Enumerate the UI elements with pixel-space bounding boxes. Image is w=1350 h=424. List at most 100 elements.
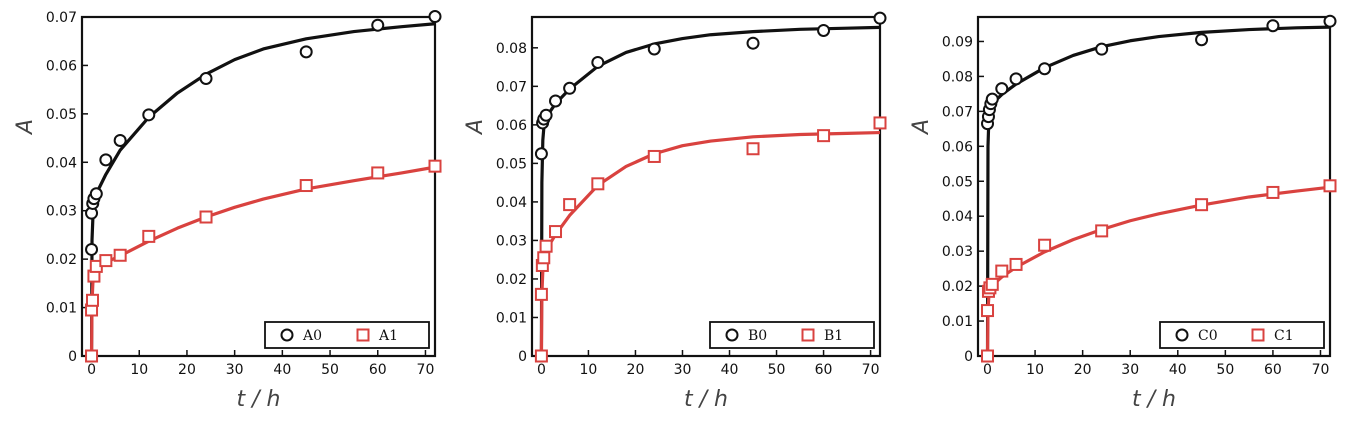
data-point-A0 (142, 108, 156, 122)
data-point-C0 (1323, 14, 1337, 28)
data-point-B1 (534, 349, 548, 363)
legend-label-C1: C1 (1274, 328, 1294, 344)
x-tick-label: 60 (815, 362, 833, 378)
data-point-C1 (985, 277, 999, 291)
data-point-A1 (85, 349, 99, 363)
data-point-B0 (563, 81, 577, 95)
data-point-A0 (199, 72, 213, 86)
chart-panel-2: 0 10 20 30 40 50 60 70 0 0.01 0.02 0.03 0.04 0.05 0.06… (463, 11, 887, 412)
data-point-A0 (113, 133, 127, 147)
data-point-A1 (99, 254, 113, 268)
data-point-B1 (537, 251, 551, 265)
y-tick-label: 0.03 (46, 204, 77, 220)
y-tick-label: 0.01 (46, 301, 77, 317)
y-tick-label: 0.08 (496, 41, 527, 57)
chart-panel-3: 0 10 20 30 40 50 60 70 0 0.01 0.02 0.03 0.04 0.05 0.06… (909, 14, 1337, 412)
data-point-C1 (1266, 185, 1280, 199)
x-tick-label: 50 (1216, 362, 1234, 378)
data-point-B1 (746, 142, 760, 156)
y-tick-label: 0.01 (496, 310, 527, 326)
data-point-A0 (99, 153, 113, 167)
data-point-B0 (873, 11, 887, 25)
x-tick-label: 60 (1264, 362, 1282, 378)
y-tick-label: 0 (518, 349, 527, 365)
data-point-B1 (817, 129, 831, 143)
y-tick-label: 0.05 (942, 174, 973, 190)
x-tick-label: 10 (1026, 362, 1044, 378)
y-tick-label: 0 (964, 349, 973, 365)
data-point-A1 (428, 159, 442, 173)
y-tick-label: 0.07 (46, 10, 77, 26)
data-point-A0 (85, 242, 99, 256)
data-point-C0 (1266, 19, 1280, 33)
x-axis-title: t / h (237, 387, 281, 412)
data-point-A1 (113, 248, 127, 262)
data-point-C1 (1095, 224, 1109, 238)
x-tick-label: 30 (226, 362, 244, 378)
data-point-C0 (1038, 62, 1052, 76)
data-point-C1 (981, 304, 995, 318)
y-tick-label: 0.01 (942, 314, 973, 330)
data-point-B0 (647, 42, 661, 56)
x-tick-label: 10 (130, 362, 148, 378)
fit-line-A0 (89, 22, 436, 357)
legend-label-A0: A0 (302, 328, 322, 344)
fit-line-B0 (539, 25, 881, 357)
data-point-C1 (981, 349, 995, 363)
x-tick-label: 30 (1121, 362, 1139, 378)
data-point-A0 (299, 45, 313, 59)
data-point-C1 (1038, 238, 1052, 252)
data-point-A1 (199, 210, 213, 224)
x-tick-label: 40 (1169, 362, 1187, 378)
data-point-B0 (817, 23, 831, 37)
data-point-C1 (1323, 179, 1337, 193)
legend-marker-A0 (280, 328, 294, 342)
data-point-C0 (1095, 42, 1109, 56)
x-tick-label: 50 (321, 362, 339, 378)
y-tick-label: 0.06 (942, 139, 973, 155)
x-tick-label: 70 (862, 362, 880, 378)
data-point-A1 (142, 229, 156, 243)
data-point-C0 (1009, 72, 1023, 86)
y-tick-label: 0.04 (46, 155, 77, 171)
y-tick-label: 0.02 (942, 279, 973, 295)
data-point-A0 (371, 18, 385, 32)
x-tick-label: 0 (983, 362, 992, 378)
y-tick-label: 0.07 (942, 104, 973, 120)
y-tick-label: 0.05 (46, 107, 77, 123)
data-point-A0 (428, 10, 442, 24)
data-point-B0 (591, 55, 605, 69)
plot-frame (80, 15, 437, 358)
data-point-B1 (534, 287, 548, 301)
data-point-B1 (549, 225, 563, 239)
legend-marker-B1 (801, 328, 815, 342)
y-tick-label: 0.03 (942, 244, 973, 260)
data-point-B0 (746, 36, 760, 50)
x-tick-label: 0 (537, 362, 546, 378)
x-axis-title: t / h (684, 387, 728, 412)
x-tick-label: 60 (369, 362, 387, 378)
data-point-B1 (539, 239, 553, 253)
data-point-B1 (873, 116, 887, 130)
data-point-B1 (563, 198, 577, 212)
legend-marker-B0 (725, 328, 739, 342)
legend-label-A1: A1 (378, 328, 398, 344)
legend-marker-A1 (356, 328, 370, 342)
legend-marker-C0 (1175, 328, 1189, 342)
legend-label-B1: B1 (824, 328, 843, 344)
x-tick-label: 30 (674, 362, 692, 378)
data-point-C0 (995, 82, 1009, 96)
legend: C0 C1 (1159, 321, 1325, 349)
y-tick-label: 0 (68, 349, 77, 365)
data-point-A0 (89, 187, 103, 201)
y-axis-title: A (13, 119, 38, 136)
data-point-B0 (539, 108, 553, 122)
y-tick-label: 0.03 (496, 233, 527, 249)
x-tick-label: 50 (768, 362, 786, 378)
x-tick-label: 10 (580, 362, 598, 378)
y-tick-label: 0.04 (942, 209, 973, 225)
x-tick-label: 70 (417, 362, 435, 378)
y-tick-label: 0.06 (496, 118, 527, 134)
y-tick-label: 0.09 (942, 34, 973, 50)
data-point-C1 (1195, 198, 1209, 212)
